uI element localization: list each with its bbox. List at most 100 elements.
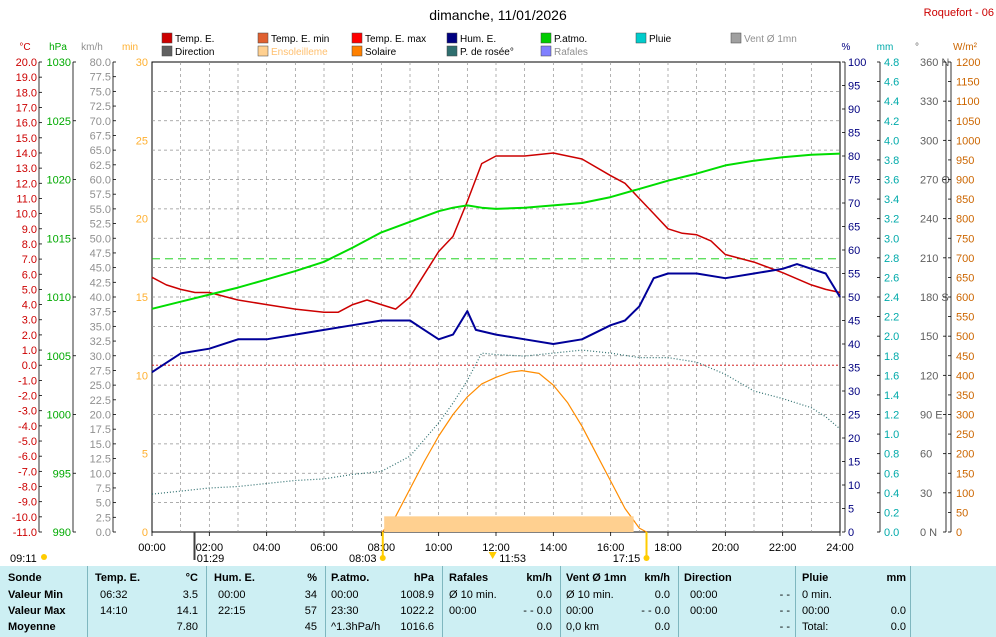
tick-hum: 15 xyxy=(848,457,860,469)
weather-chart: dimanche, 11/01/2026 Roquefort - 06 Temp… xyxy=(10,7,994,565)
axes: 20.0 19.0 18.0 17.0 16.0 15.0 14.0 13.0 12.0 11.0… xyxy=(12,57,981,539)
legend-label: P.atmo. xyxy=(554,34,587,45)
legend-swatch xyxy=(446,32,458,44)
tick-temp: -10.0 xyxy=(12,512,37,524)
table-cell: 1022.2 xyxy=(400,605,434,617)
tick-wind: 10.0 xyxy=(90,468,111,480)
unit-label-hum: % xyxy=(842,42,851,53)
tick-dir: 300 xyxy=(920,135,938,147)
table-cell: Ø 10 min. xyxy=(449,589,497,601)
tick-hum: 35 xyxy=(848,363,860,375)
legend-label: Pluie xyxy=(649,34,672,45)
table-cell: 00:00 xyxy=(690,589,718,601)
tick-wind: 30.0 xyxy=(90,351,111,363)
tick-rain: 0.4 xyxy=(884,488,899,500)
axis-sun: 30 25 20 15 10 5 0 xyxy=(136,57,148,539)
legend-swatch xyxy=(540,32,552,44)
tick-time: 02:00 xyxy=(196,542,224,554)
tick-wind: 60.0 xyxy=(90,175,111,187)
tick-rain: 3.4 xyxy=(884,194,899,206)
tick-temp: 15.0 xyxy=(16,133,37,145)
table-divider xyxy=(206,566,207,637)
tick-wind: 40.0 xyxy=(90,292,111,304)
tick-rain: 4.4 xyxy=(884,96,899,108)
tick-wind: 5.0 xyxy=(96,498,111,510)
tick-solar: 100 xyxy=(956,488,974,500)
tick-temp: -3.0 xyxy=(18,406,37,418)
table-header: km/h xyxy=(644,572,670,584)
table-cell: 14.1 xyxy=(176,605,198,617)
legend: Temp. E. Direction Temp. E. min Ensoleillem… xyxy=(161,32,797,58)
table-cell: 1008.9 xyxy=(400,589,434,601)
table-divider xyxy=(87,566,88,637)
legend-swatch xyxy=(730,32,742,44)
tick-press: 1020 xyxy=(47,175,71,187)
table-header: Hum. E. xyxy=(214,572,255,584)
unit-label-solar: W/m² xyxy=(953,42,978,53)
tick-solar: 1050 xyxy=(956,116,980,128)
tick-rain: 2.6 xyxy=(884,272,899,284)
station-name: Roquefort - 06 xyxy=(924,7,994,19)
tick-wind: 15.0 xyxy=(90,439,111,451)
tick-wind: 65.0 xyxy=(90,145,111,157)
tick-rain: 1.2 xyxy=(884,410,899,422)
table-cell: 0.0 xyxy=(890,621,906,633)
table-divider xyxy=(678,566,679,637)
tick-rain: 0.6 xyxy=(884,468,899,480)
tick-wind: 72.5 xyxy=(90,101,111,113)
tick-press: 1015 xyxy=(47,233,71,245)
marker-label: 08:03 xyxy=(349,553,377,565)
tick-press: 1030 xyxy=(47,57,71,69)
tick-hum: 5 xyxy=(848,504,854,516)
tick-temp: -9.0 xyxy=(18,497,37,509)
legend-label: Solaire xyxy=(365,47,397,58)
table-header: % xyxy=(307,572,317,584)
grid-lines xyxy=(152,62,840,532)
tick-sun: 0 xyxy=(142,527,148,539)
tick-wind: 55.0 xyxy=(90,204,111,216)
table-cell: - - xyxy=(779,621,790,633)
tick-press: 1010 xyxy=(47,292,71,304)
legend-swatch xyxy=(257,32,269,44)
marker-label: 09:11 xyxy=(10,553,37,565)
series-solar xyxy=(381,370,647,533)
tick-hum: 85 xyxy=(848,128,860,140)
tick-wind: 17.5 xyxy=(90,424,111,436)
legend-swatch xyxy=(257,45,269,57)
series-sunshine xyxy=(384,516,634,532)
tick-temp: 10.0 xyxy=(16,209,37,221)
table-cell: 00:00 xyxy=(331,589,359,601)
table-cell: 00:00 xyxy=(802,605,830,617)
table-row-label: Valeur Max xyxy=(8,605,66,617)
tick-hum: 55 xyxy=(848,269,860,281)
tick-rain: 0.2 xyxy=(884,507,899,519)
tick-rain: 4.6 xyxy=(884,77,899,89)
tick-temp: 11.0 xyxy=(16,193,37,205)
table-cell: 0.0 xyxy=(654,621,670,633)
tick-rain: 3.6 xyxy=(884,175,899,187)
tick-wind: 67.5 xyxy=(90,130,111,142)
tick-solar: 350 xyxy=(956,390,974,402)
tick-temp: 14.0 xyxy=(16,148,37,160)
table-header: P.atmo. xyxy=(331,572,370,584)
tick-rain: 4.8 xyxy=(884,57,899,69)
tick-wind: 42.5 xyxy=(90,277,111,289)
table-cell: - - xyxy=(779,589,790,601)
tick-dir: 120 xyxy=(920,370,938,382)
table-divider xyxy=(560,566,561,637)
tick-sun: 15 xyxy=(136,292,148,304)
series-humidity xyxy=(151,263,841,374)
tick-dir: 60 xyxy=(920,449,932,461)
sun-marker-icon xyxy=(41,554,47,560)
marker-label: 01:29 xyxy=(197,553,225,565)
tick-wind: 27.5 xyxy=(90,365,111,377)
tick-temp: -4.0 xyxy=(18,421,37,433)
tick-wind: 52.5 xyxy=(90,219,111,231)
legend-label: Temp. E. max xyxy=(365,34,426,45)
tick-temp: 18.0 xyxy=(16,87,37,99)
legend-swatch xyxy=(161,32,173,44)
axis-unit-labels: °C hPa km/h min% mm ° W/m² xyxy=(19,42,977,53)
tick-wind: 37.5 xyxy=(90,307,111,319)
tick-temp: -7.0 xyxy=(18,466,37,478)
tick-temp: 5.0 xyxy=(22,284,37,296)
